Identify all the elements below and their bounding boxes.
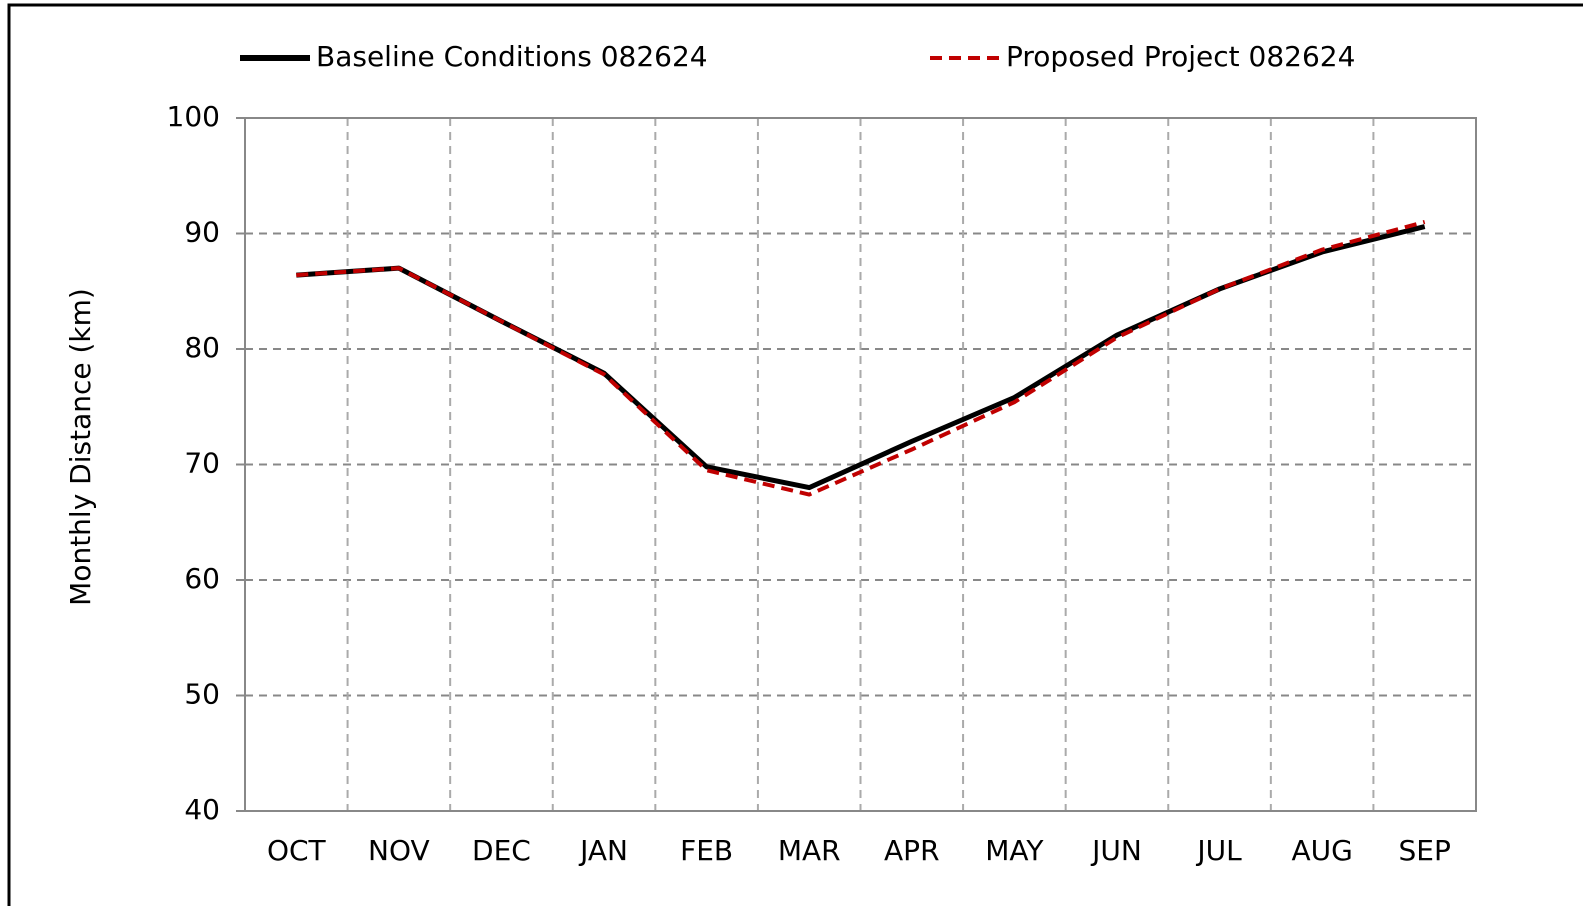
y-tick-label: 90 [184,216,220,249]
frame [7,3,1583,906]
legend-label: Baseline Conditions 082624 [316,40,708,73]
y-tick-label: 50 [184,678,220,711]
series-line [296,220,1426,497]
x-tick-label: MAY [985,834,1044,867]
x-tick-label: OCT [267,834,327,867]
x-tick-label: MAR [778,834,841,867]
x-tick-label: FEB [680,834,733,867]
x-tick-label: SEP [1399,834,1451,867]
x-tick-label: JAN [578,834,628,867]
x-tick-label: DEC [472,834,531,867]
y-tick-label: 100 [167,100,220,133]
y-tick-label: 60 [184,562,220,595]
plot-area [244,117,1477,812]
y-tick-label: 70 [184,447,220,480]
x-tick-label: APR [884,834,940,867]
y-tick-label: 40 [184,793,220,826]
x-tick-label: JUL [1195,834,1242,867]
y-axis-label: Monthly Distance (km) [64,288,97,606]
x-tick-label: NOV [368,834,430,867]
x-tick-label: AUG [1291,834,1352,867]
x-tick-label: JUN [1090,834,1142,867]
legend-label: Proposed Project 082624 [1006,40,1355,73]
y-tick-label: 80 [184,331,220,364]
